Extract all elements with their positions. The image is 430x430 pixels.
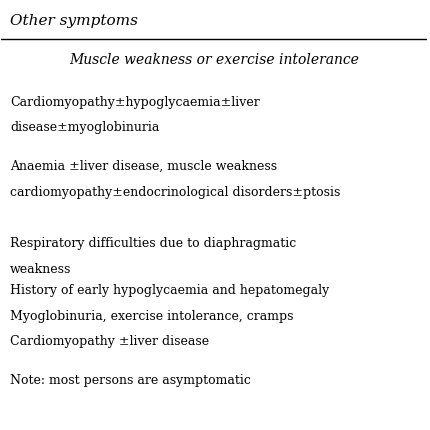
Text: Other symptoms: Other symptoms: [10, 14, 138, 28]
Text: weakness: weakness: [10, 262, 71, 275]
Text: cardiomyopathy±endocrinological disorders±ptosis: cardiomyopathy±endocrinological disorder…: [10, 185, 339, 198]
Text: Muscle weakness or exercise intolerance: Muscle weakness or exercise intolerance: [69, 52, 358, 67]
Text: Respiratory difficulties due to diaphragmatic: Respiratory difficulties due to diaphrag…: [10, 237, 295, 249]
Text: Note: most persons are asymptomatic: Note: most persons are asymptomatic: [10, 373, 250, 386]
Text: Anaemia ±liver disease, muscle weakness: Anaemia ±liver disease, muscle weakness: [10, 160, 276, 172]
Text: Cardiomyopathy±hypoglycaemia±liver: Cardiomyopathy±hypoglycaemia±liver: [10, 95, 259, 108]
Text: History of early hypoglycaemia and hepatomegaly: History of early hypoglycaemia and hepat…: [10, 283, 329, 296]
Text: Myoglobinuria, exercise intolerance, cramps: Myoglobinuria, exercise intolerance, cra…: [10, 309, 293, 322]
Text: Cardiomyopathy ±liver disease: Cardiomyopathy ±liver disease: [10, 335, 209, 347]
Text: disease±myoglobinuria: disease±myoglobinuria: [10, 121, 159, 134]
